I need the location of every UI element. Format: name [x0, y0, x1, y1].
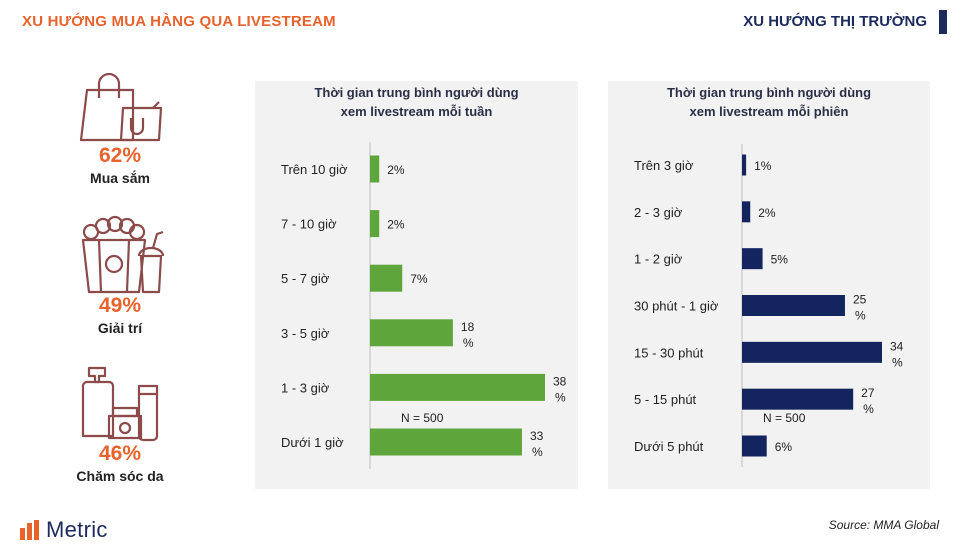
sample-size-note: N = 500	[763, 411, 806, 425]
value-label: 33	[530, 429, 544, 443]
category-label: 3 - 5 giờ	[281, 326, 330, 341]
stat-entertainment: 49% Giải trí	[45, 214, 195, 338]
category-label: 15 - 30 phút	[634, 345, 704, 360]
stat-shopping: 62% Mua sắm	[45, 68, 195, 188]
chart-title-line1: Thời gian trung bình người dùng	[666, 85, 872, 100]
category-label: 5 - 15 phút	[634, 392, 697, 407]
bar	[742, 388, 854, 410]
brand-logo: Metric	[20, 517, 108, 542]
page-title: XU HƯỚNG MUA HÀNG QUA LIVESTREAM	[22, 13, 336, 30]
value-label: 2%	[387, 218, 405, 232]
stat-value: 49%	[98, 294, 142, 317]
value-label: 38	[553, 374, 567, 388]
chart-title-line2: xem livestream mỗi phiên	[689, 104, 849, 119]
bar	[370, 155, 380, 183]
value-label: 18	[461, 320, 475, 334]
value-unit-label: %	[892, 355, 903, 369]
bar	[370, 373, 545, 401]
category-label: 1 - 3 giờ	[281, 380, 330, 395]
stat-label: Mua sắm	[90, 170, 150, 186]
bar	[370, 210, 380, 238]
category-label: Dưới 5 phút	[634, 439, 704, 454]
category-label: 1 - 2 giờ	[634, 252, 683, 267]
category-label: Dưới 1 giờ	[281, 435, 344, 450]
value-label: 6%	[775, 440, 793, 454]
chart-title-line1: Thời gian trung bình người dùng	[314, 85, 519, 100]
bar	[742, 341, 882, 363]
chart-weekly-panel: Thời gian trung bình người dùng xem live…	[255, 81, 578, 489]
bar	[742, 248, 763, 270]
value-unit-label: %	[463, 336, 474, 350]
stat-label: Giải trí	[97, 320, 143, 336]
value-label: 2%	[387, 163, 405, 177]
bar	[742, 295, 845, 316]
bar-logo-icon	[20, 520, 39, 540]
chart-weekly-svg: Trên 10 giờ 2% 7 - 10 giờ 2% 5 - 7 giờ 7% 3 - …	[281, 142, 567, 469]
skincare-bottles-icon	[81, 366, 159, 442]
section-title: XU HƯỚNG THỊ TRƯỜNG	[743, 13, 927, 30]
value-label: 34	[890, 339, 904, 353]
shopping-bags-icon	[79, 72, 163, 142]
category-label: 2 - 3 giờ	[634, 205, 683, 220]
category-label: Trên 10 giờ	[281, 162, 348, 177]
header-accent-bar	[939, 10, 947, 34]
bar	[370, 264, 403, 292]
brand-name: Metric	[46, 517, 108, 542]
chart-title-line2: xem livestream mỗi tuần	[340, 104, 493, 119]
value-label: 7%	[410, 272, 428, 286]
stat-value: 62%	[98, 144, 142, 167]
value-label: 2%	[758, 206, 776, 220]
value-label: 5%	[771, 253, 789, 267]
bar	[742, 435, 767, 457]
value-unit-label: %	[532, 445, 543, 459]
stat-skincare: 46% Chăm sóc da	[45, 364, 195, 486]
category-label: 30 phút - 1 giờ	[634, 299, 719, 314]
value-unit-label: %	[555, 390, 566, 404]
category-label: Trên 3 giờ	[634, 158, 694, 173]
value-unit-label: %	[855, 309, 866, 323]
value-label: 1%	[754, 159, 772, 173]
bar	[742, 154, 747, 176]
chart-session-panel: Thời gian trung bình người dùng xem live…	[608, 81, 930, 489]
popcorn-drink-icon	[81, 215, 165, 294]
value-unit-label: %	[863, 402, 874, 416]
sample-size-note: N = 500	[401, 411, 444, 425]
chart-session-svg: Trên 3 giờ 1% 2 - 3 giờ 2% 1 - 2 giờ 5% 30 phú…	[634, 144, 904, 467]
bar	[742, 201, 751, 223]
stat-label: Chăm sóc da	[76, 468, 164, 484]
source-note: Source: MMA Global	[828, 518, 939, 532]
bar	[370, 319, 453, 347]
value-label: 25	[853, 293, 867, 307]
stat-value: 46%	[98, 442, 142, 465]
category-label: 7 - 10 giờ	[281, 217, 337, 232]
category-label: 5 - 7 giờ	[281, 271, 330, 286]
bar	[370, 428, 522, 456]
value-label: 27	[861, 386, 875, 400]
